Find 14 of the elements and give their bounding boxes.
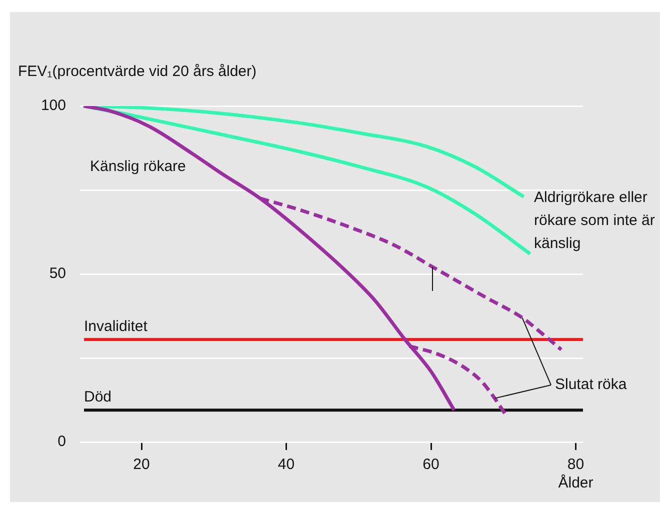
y-axis-title: FEV₁(procentvärde vid 20 års ålder) — [18, 63, 257, 80]
y-tick-label: 100 — [40, 97, 66, 114]
x-tick-label: 60 — [422, 456, 440, 474]
x-tick-label: 80 — [567, 456, 584, 474]
ref-line-label: Död — [84, 388, 112, 406]
annotation: Slutat röka — [555, 376, 628, 394]
y-tick-label: 50 — [49, 265, 66, 282]
y-tick-label: 0 — [58, 433, 66, 450]
x-tick-label: 20 — [133, 456, 150, 474]
ref-line-label: Invaliditet — [84, 318, 148, 336]
annotation: Aldrigrökare eller rökare som inte är känslig — [534, 189, 655, 252]
x-axis-title: Ålder — [558, 474, 594, 492]
annotation: Känslig rökare — [90, 158, 186, 176]
x-tick-label: 40 — [278, 456, 295, 474]
